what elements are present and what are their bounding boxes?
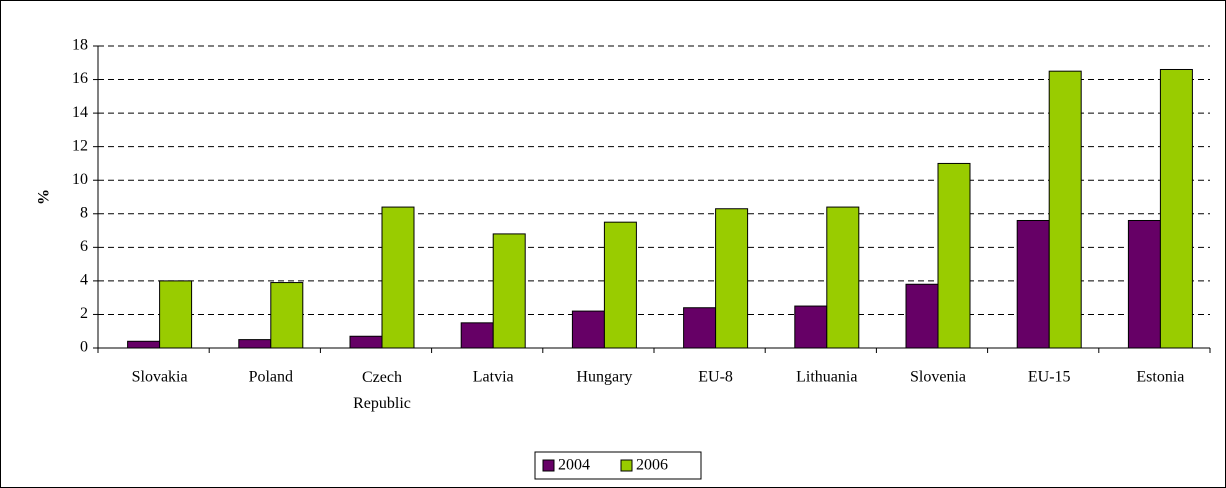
bar [794,305,828,349]
x-tick-label-line: Republic [353,395,411,412]
bar [381,206,415,349]
bar [603,221,637,349]
bar [683,307,717,349]
bar [826,206,860,349]
bar [349,335,383,349]
y-tick-label: 6 [80,238,88,255]
x-tick-label: Slovenia [910,369,966,386]
bar [1016,219,1050,349]
bar [270,282,304,349]
bar [159,280,193,349]
y-tick-label: 14 [72,104,88,121]
x-tick-label: EU-15 [1028,369,1071,386]
y-axis-label: % [36,189,53,205]
x-tick-label: Slovakia [132,369,188,386]
x-tick-label: Estonia [1136,369,1184,386]
y-tick-label: 18 [72,37,88,54]
bar [937,162,971,349]
bar [905,283,939,349]
x-tick-label-line: Czech [362,369,402,386]
y-tick-label: 2 [80,305,88,322]
x-tick-label: Latvia [473,369,514,386]
y-tick-label: 12 [72,137,88,154]
legend-box [534,451,702,480]
legend-label: 2006 [636,457,668,474]
x-tick-label: EU-8 [698,369,733,386]
y-tick-label: 16 [72,70,88,87]
x-tick-label: Lithuania [796,369,857,386]
x-tick-label: Hungary [576,369,632,386]
legend-label: 2004 [558,457,590,474]
bar [1048,70,1082,349]
bar [238,339,272,349]
y-tick-label: 0 [80,339,88,356]
y-tick-label: 8 [80,204,88,221]
legend-swatch [542,459,555,472]
legend-swatch [620,459,633,472]
bar [715,208,749,349]
bar [492,233,526,349]
bar [571,310,605,349]
bar [127,340,161,349]
bar [1127,219,1161,349]
x-tick-label: Czech Republic [353,369,411,412]
y-tick-label: 10 [72,171,88,188]
y-tick-label: 4 [80,272,88,289]
bar [1159,68,1193,349]
bar [460,322,494,349]
x-tick-label: Poland [249,369,293,386]
